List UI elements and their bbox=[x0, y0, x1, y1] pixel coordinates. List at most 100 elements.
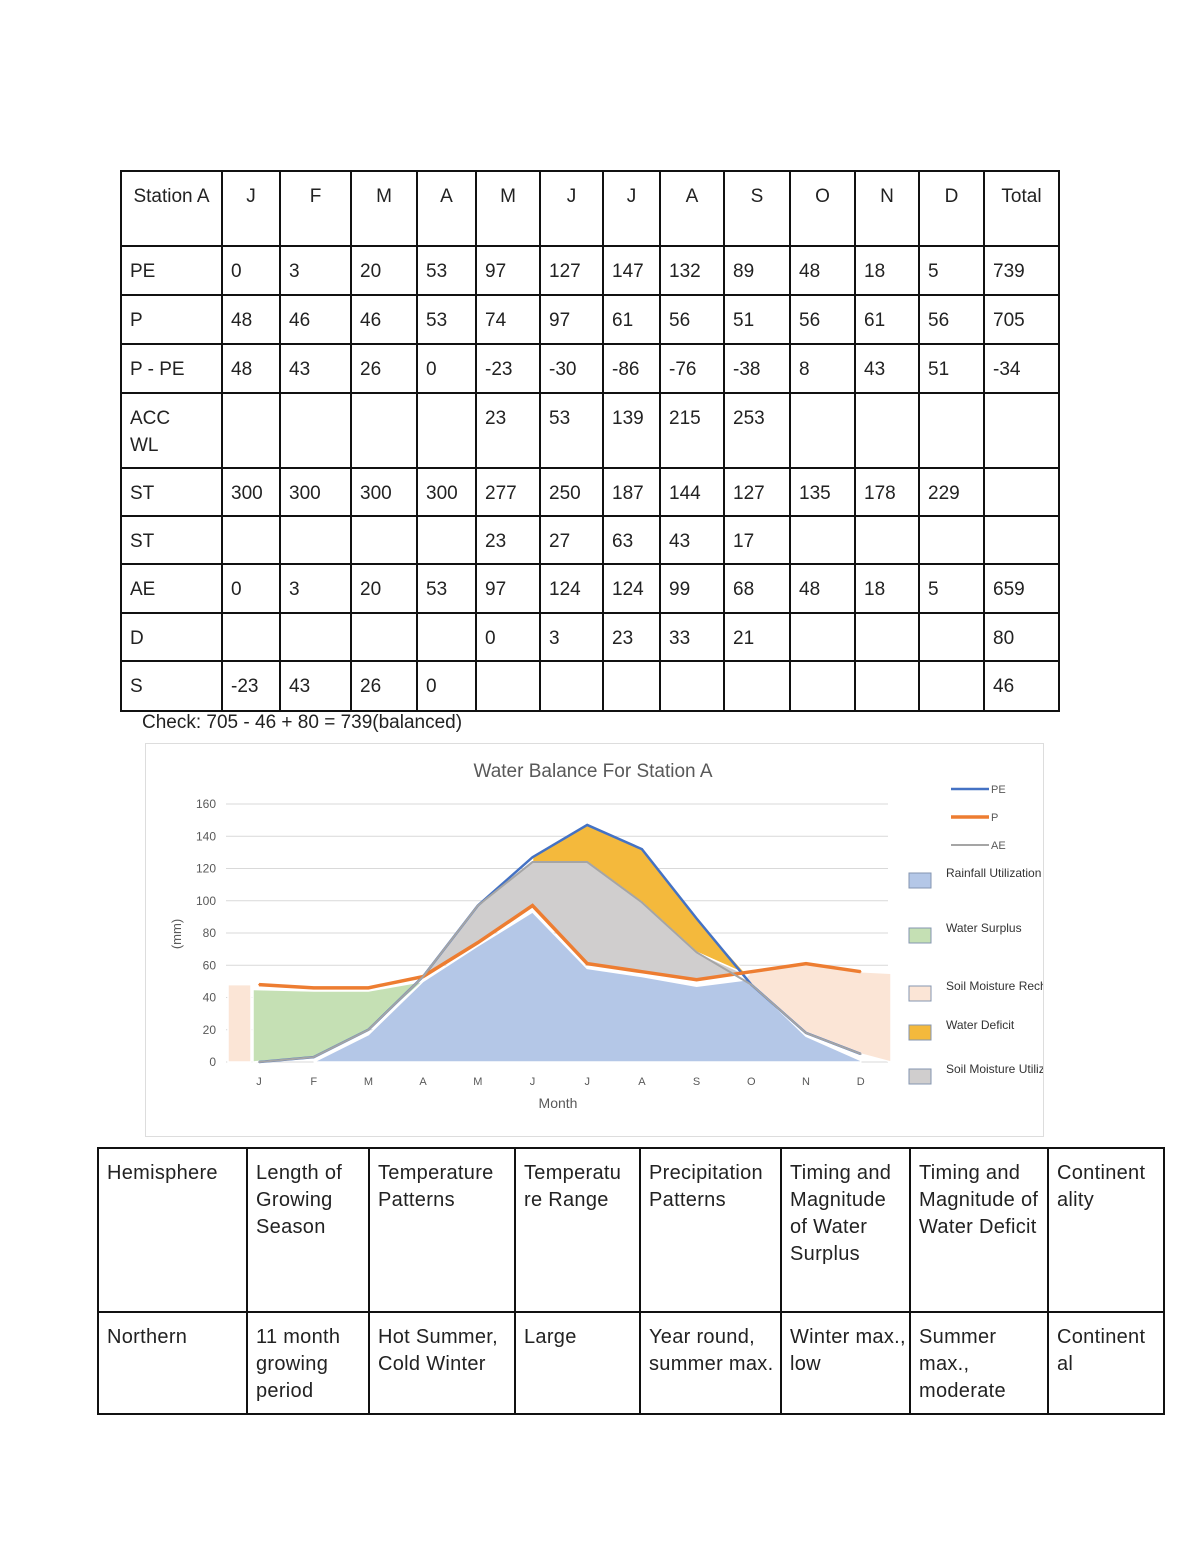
table-cell: Winter max., low bbox=[780, 1311, 911, 1415]
table-cell bbox=[789, 515, 856, 565]
table-cell bbox=[350, 392, 418, 469]
column-header: A bbox=[416, 170, 477, 247]
table-cell: 124 bbox=[602, 563, 661, 614]
data-point-pe bbox=[641, 848, 643, 850]
table-cell: 63 bbox=[602, 515, 661, 565]
x-tick-label: S bbox=[693, 1076, 700, 1088]
y-tick-label: 140 bbox=[196, 829, 216, 843]
series-line-p bbox=[258, 903, 861, 990]
area-rainfall-utilization bbox=[313, 911, 862, 1063]
table-cell bbox=[918, 392, 985, 469]
data-point-ae bbox=[477, 904, 479, 907]
y-axis-label: (mm) bbox=[169, 919, 184, 949]
table-cell bbox=[416, 392, 477, 469]
legend-swatch bbox=[908, 927, 932, 944]
table-row: ST 23 27 63 43 17 bbox=[120, 515, 1060, 565]
data-point-pe bbox=[586, 824, 588, 826]
table-cell: 135 bbox=[789, 467, 856, 517]
column-header: Continent ality bbox=[1047, 1147, 1165, 1313]
column-header: Temperatu re Range bbox=[514, 1147, 641, 1313]
table-cell: 26 bbox=[350, 343, 418, 394]
table-cell: 51 bbox=[918, 343, 985, 394]
table-cell bbox=[475, 660, 541, 712]
legend-label: P bbox=[991, 812, 998, 824]
table-cell: 0 bbox=[221, 245, 281, 296]
table-cell: 0 bbox=[416, 343, 477, 394]
column-header: Precipitation Patterns bbox=[639, 1147, 782, 1313]
table-cell: 132 bbox=[659, 245, 725, 296]
x-tick-label: D bbox=[857, 1076, 865, 1088]
legend-label: PE bbox=[991, 784, 1006, 796]
table-cell bbox=[350, 515, 418, 565]
water-balance-table: Station A J F M A M J J A S O N D Total PE 0 3 20 53 97 127 1… bbox=[120, 170, 1060, 712]
data-point-ae bbox=[531, 861, 534, 863]
legend-swatch bbox=[908, 1024, 932, 1041]
legend-label: Water Surplus bbox=[946, 921, 1022, 935]
y-tick-label: 160 bbox=[196, 797, 216, 811]
table-cell: 97 bbox=[475, 245, 541, 296]
table-cell bbox=[221, 515, 281, 565]
table-cell: 80 bbox=[983, 612, 1060, 662]
column-header: M bbox=[350, 170, 418, 247]
water-balance-chart: 0 20 40 60 80 100 120 140 160 J F M A M J J A S O N D Month (m… bbox=[145, 743, 1044, 1137]
row-label: PE bbox=[120, 245, 223, 296]
table-cell bbox=[221, 612, 281, 662]
column-header: D bbox=[918, 170, 985, 247]
table-cell: 99 bbox=[659, 563, 725, 614]
table-cell bbox=[983, 515, 1060, 565]
table-cell: 46 bbox=[350, 294, 418, 345]
climate-characteristics-table: Hemisphere Length of Growing Season Temper… bbox=[97, 1147, 1165, 1415]
table-cell bbox=[416, 612, 477, 662]
data-point-ae bbox=[859, 1053, 862, 1055]
table-cell: 300 bbox=[350, 467, 418, 517]
table-header-row: Hemisphere Length of Growing Season Temper… bbox=[97, 1147, 1165, 1313]
table-cell: 51 bbox=[723, 294, 791, 345]
row-label: AE bbox=[120, 563, 223, 614]
table-cell: 300 bbox=[221, 467, 281, 517]
legend-label: Soil Moisture Utilization bbox=[946, 1062, 1044, 1076]
area-soil-moisture-recharge bbox=[227, 983, 252, 1063]
table-cell: 21 bbox=[723, 612, 791, 662]
table-cell: 23 bbox=[475, 515, 541, 565]
table-row: P - PE 48 43 26 0 -23 -30 -86 -76 -38 8 43 51 -34 bbox=[120, 343, 1060, 394]
x-tick-label: J bbox=[584, 1076, 590, 1088]
column-header: M bbox=[475, 170, 541, 247]
column-header: Length of Growing Season bbox=[246, 1147, 370, 1313]
x-axis-label: Month bbox=[539, 1095, 578, 1111]
table-cell: 11 month growing period bbox=[246, 1311, 370, 1415]
table-cell bbox=[602, 660, 661, 712]
data-point-p bbox=[312, 987, 315, 989]
table-cell: 0 bbox=[475, 612, 541, 662]
table-cell: 48 bbox=[789, 563, 856, 614]
table-cell bbox=[918, 660, 985, 712]
table-cell bbox=[416, 515, 477, 565]
table-cell: 18 bbox=[854, 245, 920, 296]
data-point-ae bbox=[805, 1032, 807, 1034]
column-header: O bbox=[789, 170, 856, 247]
table-cell: 23 bbox=[475, 392, 541, 469]
data-point-ae bbox=[422, 975, 424, 978]
table-cell: 20 bbox=[350, 245, 418, 296]
table-cell: 215 bbox=[659, 392, 725, 469]
table-cell bbox=[539, 660, 604, 712]
table-cell: 0 bbox=[416, 660, 477, 712]
table-cell: 0 bbox=[221, 563, 281, 614]
x-tick-label: O bbox=[747, 1076, 756, 1088]
row-label: ST bbox=[120, 515, 223, 565]
table-row: P 48 46 46 53 74 97 61 56 51 56 61 56 705 bbox=[120, 294, 1060, 345]
table-cell: 46 bbox=[983, 660, 1060, 712]
table-cell: -23 bbox=[475, 343, 541, 394]
column-header: S bbox=[723, 170, 791, 247]
table-cell: -23 bbox=[221, 660, 281, 712]
table-row: ACC WL 23 53 139 215 253 bbox=[120, 392, 1060, 469]
table-cell: 56 bbox=[789, 294, 856, 345]
x-tick-label: A bbox=[638, 1076, 646, 1088]
data-point-ae bbox=[641, 901, 643, 904]
x-tick-label: M bbox=[473, 1076, 482, 1088]
x-tick-label: N bbox=[802, 1076, 810, 1088]
data-point-p bbox=[531, 904, 534, 907]
column-header: J bbox=[539, 170, 604, 247]
column-header: Timing and Magnitude of Water Surplus bbox=[780, 1147, 911, 1313]
table-cell: 56 bbox=[918, 294, 985, 345]
series-line-ae bbox=[258, 861, 862, 1063]
